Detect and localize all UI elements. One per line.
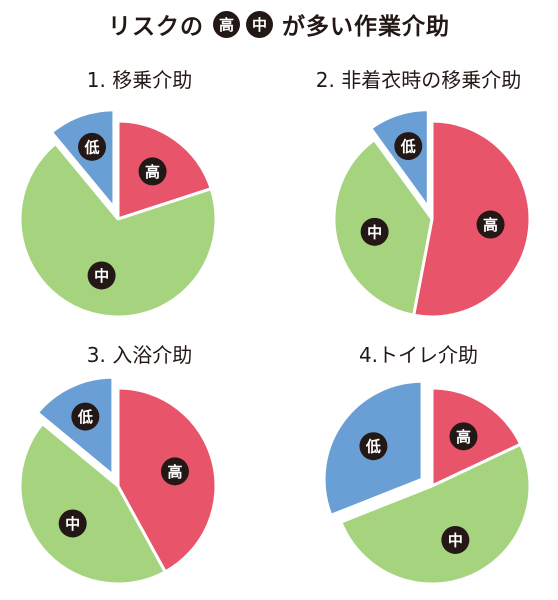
pie-2-slice-high — [412, 119, 532, 319]
pie-2-label-mid-text: 中 — [367, 223, 382, 241]
pie-4-label-high-text: 高 — [456, 428, 471, 446]
pie-4-label-low: 低 — [359, 432, 388, 461]
pie-1-label-low-badge — [78, 132, 107, 161]
pie-3-label-mid-badge — [58, 509, 87, 538]
pie-3-slice-mid — [18, 422, 167, 586]
pie-4-label-mid: 中 — [441, 525, 470, 554]
badge-high: 高 — [213, 10, 240, 38]
pie-2-label-low: 低 — [394, 132, 423, 161]
chart-title-2: 2. 非着衣時の移乗介助 — [315, 68, 522, 92]
pie-4-label-mid-badge — [441, 525, 470, 554]
chart-title-4: 4.トイレ介助 — [358, 343, 479, 367]
badge-mid: 中 — [246, 10, 273, 38]
pie-1-label-mid: 中 — [87, 261, 116, 290]
pie-3-label-high-text: 高 — [167, 463, 182, 481]
pie-4-label-high: 高 — [449, 422, 478, 451]
pie-2-label-mid-badge — [360, 217, 389, 246]
pie-4-label-low-text: 低 — [365, 438, 381, 456]
pie-1-label-low: 低 — [78, 132, 107, 161]
pie-3-label-low: 低 — [71, 402, 100, 431]
pie-2-label-mid: 中 — [360, 217, 389, 246]
pie-1-label-mid-badge — [87, 261, 116, 290]
pie-1: 高中 低 — [18, 108, 218, 319]
title-suffix: が多い作業介助 — [282, 14, 450, 40]
pie-3-label-low-badge — [71, 402, 100, 431]
pie-1-slice-low — [49, 108, 116, 210]
pie-4: 高中 低 — [322, 379, 532, 586]
title-prefix: リスクの — [108, 14, 204, 40]
pie-3: 高中 低 — [18, 375, 218, 586]
pie-1-label-high: 高 — [138, 157, 167, 186]
pie-1-label-mid-text: 中 — [94, 267, 109, 285]
pie-3-label-mid: 中 — [58, 509, 87, 538]
pie-2-label-high-badge — [476, 210, 505, 239]
figure-title: リスクの 高 中 が多い作業介助 — [0, 6, 558, 42]
pie-2: 高 中 低 — [332, 108, 532, 319]
pie-1-label-high-text: 高 — [145, 163, 160, 181]
pie-3-label-high: 高 — [160, 457, 189, 486]
pie-3-label-low-text: 低 — [77, 408, 93, 426]
pie-2-label-high: 高 — [476, 210, 505, 239]
chart-title-1: 1. 移乗介助 — [86, 68, 193, 92]
pie-3-label-mid-text: 中 — [65, 515, 80, 533]
pie-2-label-low-badge — [394, 132, 423, 161]
pie-4-slice-mid — [339, 442, 532, 586]
pie-2-label-high-text: 高 — [483, 216, 498, 234]
pie-2-label-low-text: 低 — [400, 138, 416, 156]
pie-1-slice-mid — [18, 141, 218, 319]
pie-4-label-low-badge — [359, 432, 388, 461]
pie-3-label-high-badge — [160, 457, 189, 486]
pie-4-label-high-badge — [449, 422, 478, 451]
pie-4-label-mid-text: 中 — [448, 531, 463, 549]
pie-1-label-high-badge — [138, 157, 167, 186]
pie-1-label-low-text: 低 — [84, 138, 100, 156]
chart-title-3: 3. 入浴介助 — [86, 343, 193, 367]
